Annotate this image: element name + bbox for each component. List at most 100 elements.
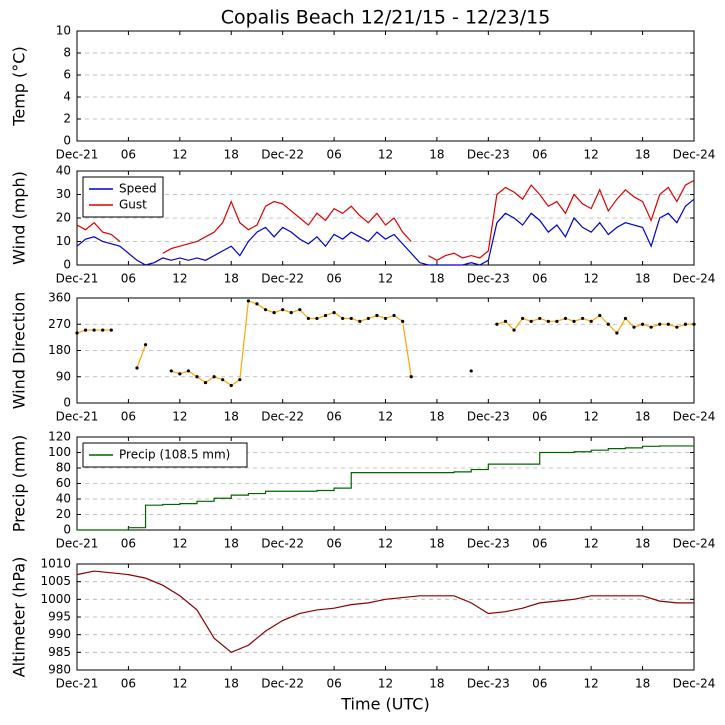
plot-frame — [76, 297, 695, 404]
x-tick-label: 18 — [635, 272, 650, 286]
data-point — [255, 302, 259, 306]
y-tick-label: 6 — [63, 68, 71, 82]
data-point — [178, 372, 182, 376]
data-point — [589, 319, 593, 323]
x-tick-label: 06 — [121, 148, 136, 162]
y-tick-label: 10 — [56, 24, 71, 38]
data-point — [109, 328, 113, 332]
data-point — [692, 322, 696, 326]
data-line — [76, 198, 695, 266]
data-line — [76, 300, 694, 387]
chart-title: Copalis Beach 12/21/15 - 12/23/15 — [221, 7, 551, 29]
y-tick-label: 0 — [63, 258, 71, 272]
y-tick-label: 2 — [63, 112, 71, 126]
y-tick-label: 20 — [56, 211, 71, 225]
x-tick-label: 18 — [429, 148, 444, 162]
x-tick-label: Dec-21 — [56, 272, 99, 286]
x-tick-label: 18 — [429, 272, 444, 286]
data-point — [281, 308, 285, 312]
y-tick-label: 8 — [63, 46, 71, 60]
y-tick-label: 10 — [56, 234, 71, 248]
x-tick-label: Dec-22 — [261, 148, 304, 162]
y-tick-label: 20 — [56, 507, 71, 521]
data-point — [658, 322, 662, 326]
data-line — [76, 179, 695, 261]
x-tick-label: 18 — [635, 410, 650, 424]
data-point — [623, 316, 628, 321]
legend: Speed Gust — [82, 176, 164, 218]
x-tick-label: Dec-23 — [467, 537, 510, 551]
y-axis-label: Wind (mph) — [10, 171, 29, 265]
data-point — [409, 375, 413, 379]
x-tick-label: 12 — [172, 148, 187, 162]
x-tick-label: 18 — [635, 677, 650, 691]
data-point — [203, 380, 208, 385]
x-tick-label: Dec-22 — [261, 410, 304, 424]
data-point — [555, 319, 559, 323]
data-point — [392, 313, 396, 318]
x-axis-label: Time (UTC) — [340, 695, 429, 714]
data-point — [649, 325, 653, 329]
data-point — [512, 328, 516, 332]
legend-label: Speed — [119, 182, 157, 196]
x-tick-label: 18 — [224, 677, 239, 691]
data-point — [495, 322, 499, 326]
y-tick-label: 40 — [56, 492, 71, 506]
y-tick-label: 30 — [56, 187, 71, 201]
y-tick-label: 180 — [48, 343, 71, 357]
y-tick-label: 980 — [48, 663, 71, 677]
data-point — [83, 328, 88, 332]
legend-box — [82, 176, 164, 218]
y-tick-label: 1010 — [40, 557, 71, 571]
data-point — [92, 328, 96, 332]
data-point — [323, 313, 328, 318]
y-axis-label: Wind Direction — [10, 292, 29, 410]
data-point — [195, 375, 199, 379]
x-tick-label: 06 — [326, 148, 341, 162]
x-tick-label: Dec-22 — [261, 272, 304, 286]
x-tick-label: 18 — [429, 410, 444, 424]
x-tick-label: 18 — [635, 537, 650, 551]
data-point — [221, 378, 225, 382]
x-tick-label: Dec-22 — [261, 537, 304, 551]
x-tick-label: 12 — [172, 537, 187, 551]
data-point — [169, 369, 173, 373]
x-tick-label: 12 — [378, 677, 393, 691]
x-tick-label: Dec-23 — [467, 272, 510, 286]
x-tick-label: Dec-24 — [673, 677, 716, 691]
plot-frame — [76, 30, 695, 142]
y-tick-label: 270 — [48, 317, 71, 331]
x-tick-label: 18 — [635, 148, 650, 162]
plot-frame — [76, 436, 695, 531]
data-point — [401, 319, 405, 323]
x-tick-label: 12 — [584, 148, 599, 162]
x-tick-label: 06 — [326, 677, 341, 691]
data-point — [598, 313, 602, 318]
x-tick-label: 06 — [532, 272, 547, 286]
x-tick-label: Dec-22 — [261, 677, 304, 691]
data-point — [143, 343, 148, 347]
x-tick-label: 12 — [584, 410, 599, 424]
x-tick-label: 06 — [532, 148, 547, 162]
data-line — [76, 570, 694, 654]
data-point — [546, 319, 550, 323]
data-point — [563, 316, 568, 321]
y-tick-label: 60 — [56, 476, 71, 490]
data-point — [521, 316, 525, 321]
x-tick-label: 06 — [326, 272, 341, 286]
legend-label: Precip (108.5 mm) — [119, 448, 230, 462]
data-point — [383, 316, 388, 321]
x-tick-label: Dec-24 — [673, 272, 716, 286]
x-tick-label: 12 — [378, 272, 393, 286]
y-tick-label: 360 — [48, 291, 71, 305]
y-tick-label: 1005 — [40, 574, 71, 588]
y-tick-label: 0 — [63, 523, 71, 537]
data-point — [229, 383, 233, 388]
x-tick-label: 06 — [532, 410, 547, 424]
x-tick-label: 18 — [429, 677, 444, 691]
data-point — [298, 308, 302, 312]
data-point — [332, 310, 336, 315]
plot-frame — [76, 170, 695, 266]
data-point — [212, 375, 216, 379]
